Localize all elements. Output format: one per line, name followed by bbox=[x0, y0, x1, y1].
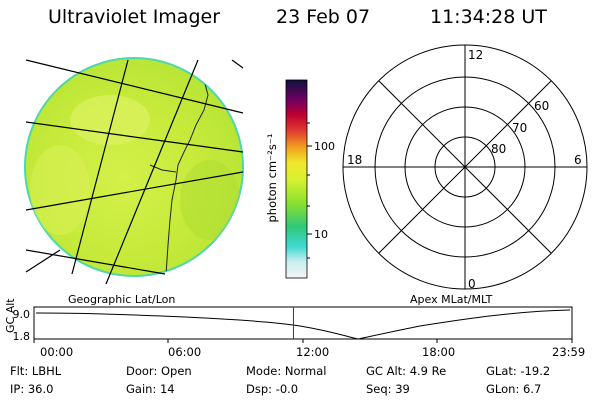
map-label-apex: Apex MLat/MLT bbox=[410, 293, 493, 306]
time-tick-2359: 23:59 bbox=[552, 345, 585, 359]
polar-plot bbox=[342, 44, 588, 290]
info-gc-alt: GC Alt: 4.9 Re bbox=[366, 364, 447, 378]
time-tick-1200: 12:00 bbox=[296, 345, 329, 359]
info-glat: GLat: -19.2 bbox=[486, 364, 551, 378]
colorbar: 100 10 photon cm⁻²s⁻¹ bbox=[265, 79, 335, 279]
altitude-axis-title: GC Alt bbox=[4, 298, 17, 333]
altitude-tick-high: 9.0 bbox=[13, 308, 31, 321]
coastline bbox=[165, 59, 209, 276]
info-ip: IP: 36.0 bbox=[10, 382, 54, 396]
info-door: Door: Open bbox=[126, 364, 192, 378]
mlat-label-60: 60 bbox=[534, 99, 549, 113]
info-mode: Mode: Normal bbox=[246, 364, 327, 378]
info-gain: Gain: 14 bbox=[126, 382, 175, 396]
altitude-plot: GC Alt 9.0 1.8 00:00 06:00 12:00 18:00 2… bbox=[4, 298, 585, 359]
mlt-label-6: 6 bbox=[574, 153, 582, 167]
time-tick-0600: 06:00 bbox=[168, 345, 201, 359]
colorbar-label: photon cm⁻²s⁻¹ bbox=[265, 134, 279, 223]
polar-labels: 12 0 18 6 60 70 80 bbox=[347, 48, 582, 291]
auroral-image-disk bbox=[24, 57, 244, 277]
altitude-curve bbox=[35, 309, 571, 340]
colorbar-tick-10: 10 bbox=[314, 228, 328, 241]
mlat-label-70: 70 bbox=[512, 121, 527, 135]
mlt-label-18: 18 bbox=[347, 153, 362, 167]
mlt-label-0: 0 bbox=[468, 277, 476, 291]
instrument-title: Ultraviolet Imager bbox=[48, 6, 221, 28]
info-seq: Seq: 39 bbox=[366, 382, 410, 396]
geographic-grid bbox=[25, 59, 244, 285]
date-label: 23 Feb 07 bbox=[276, 6, 371, 28]
map-label-geographic: Geographic Lat/Lon bbox=[68, 293, 175, 306]
time-tick-1800: 18:00 bbox=[422, 345, 455, 359]
info-filter: Flt: LBHL bbox=[10, 364, 62, 378]
info-dsp: Dsp: -0.0 bbox=[246, 382, 299, 396]
mlt-label-12: 12 bbox=[468, 48, 483, 62]
info-glon: GLon: 6.7 bbox=[486, 382, 542, 396]
mlat-label-80: 80 bbox=[491, 142, 506, 156]
time-tick-0000: 00:00 bbox=[40, 345, 73, 359]
colorbar-tick-100: 100 bbox=[314, 140, 335, 153]
altitude-tick-low: 1.8 bbox=[13, 330, 31, 343]
time-label: 11:34:28 UT bbox=[430, 6, 547, 28]
